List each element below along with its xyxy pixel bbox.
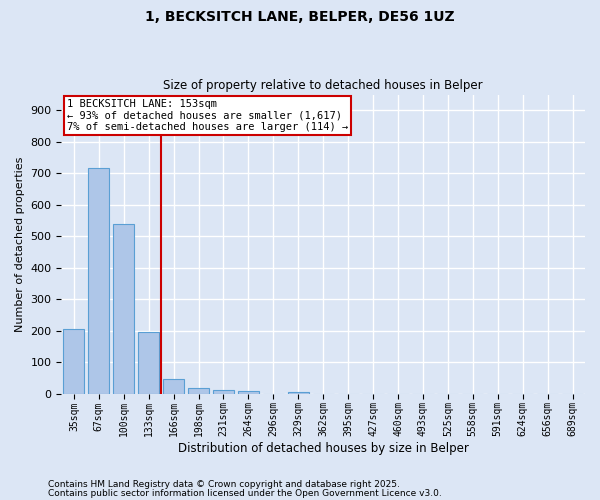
Title: Size of property relative to detached houses in Belper: Size of property relative to detached ho… bbox=[163, 79, 483, 92]
Text: Contains public sector information licensed under the Open Government Licence v3: Contains public sector information licen… bbox=[48, 488, 442, 498]
Bar bbox=[163, 379, 184, 394]
Bar bbox=[113, 224, 134, 394]
Text: 1, BECKSITCH LANE, BELPER, DE56 1UZ: 1, BECKSITCH LANE, BELPER, DE56 1UZ bbox=[145, 10, 455, 24]
Bar bbox=[238, 391, 259, 394]
Y-axis label: Number of detached properties: Number of detached properties bbox=[15, 156, 25, 332]
Bar bbox=[63, 329, 85, 394]
Text: 1 BECKSITCH LANE: 153sqm
← 93% of detached houses are smaller (1,617)
7% of semi: 1 BECKSITCH LANE: 153sqm ← 93% of detach… bbox=[67, 99, 348, 132]
Bar bbox=[213, 390, 234, 394]
Bar bbox=[188, 388, 209, 394]
Text: Contains HM Land Registry data © Crown copyright and database right 2025.: Contains HM Land Registry data © Crown c… bbox=[48, 480, 400, 489]
Bar bbox=[287, 392, 309, 394]
Bar bbox=[138, 332, 159, 394]
Bar bbox=[88, 168, 109, 394]
X-axis label: Distribution of detached houses by size in Belper: Distribution of detached houses by size … bbox=[178, 442, 469, 455]
